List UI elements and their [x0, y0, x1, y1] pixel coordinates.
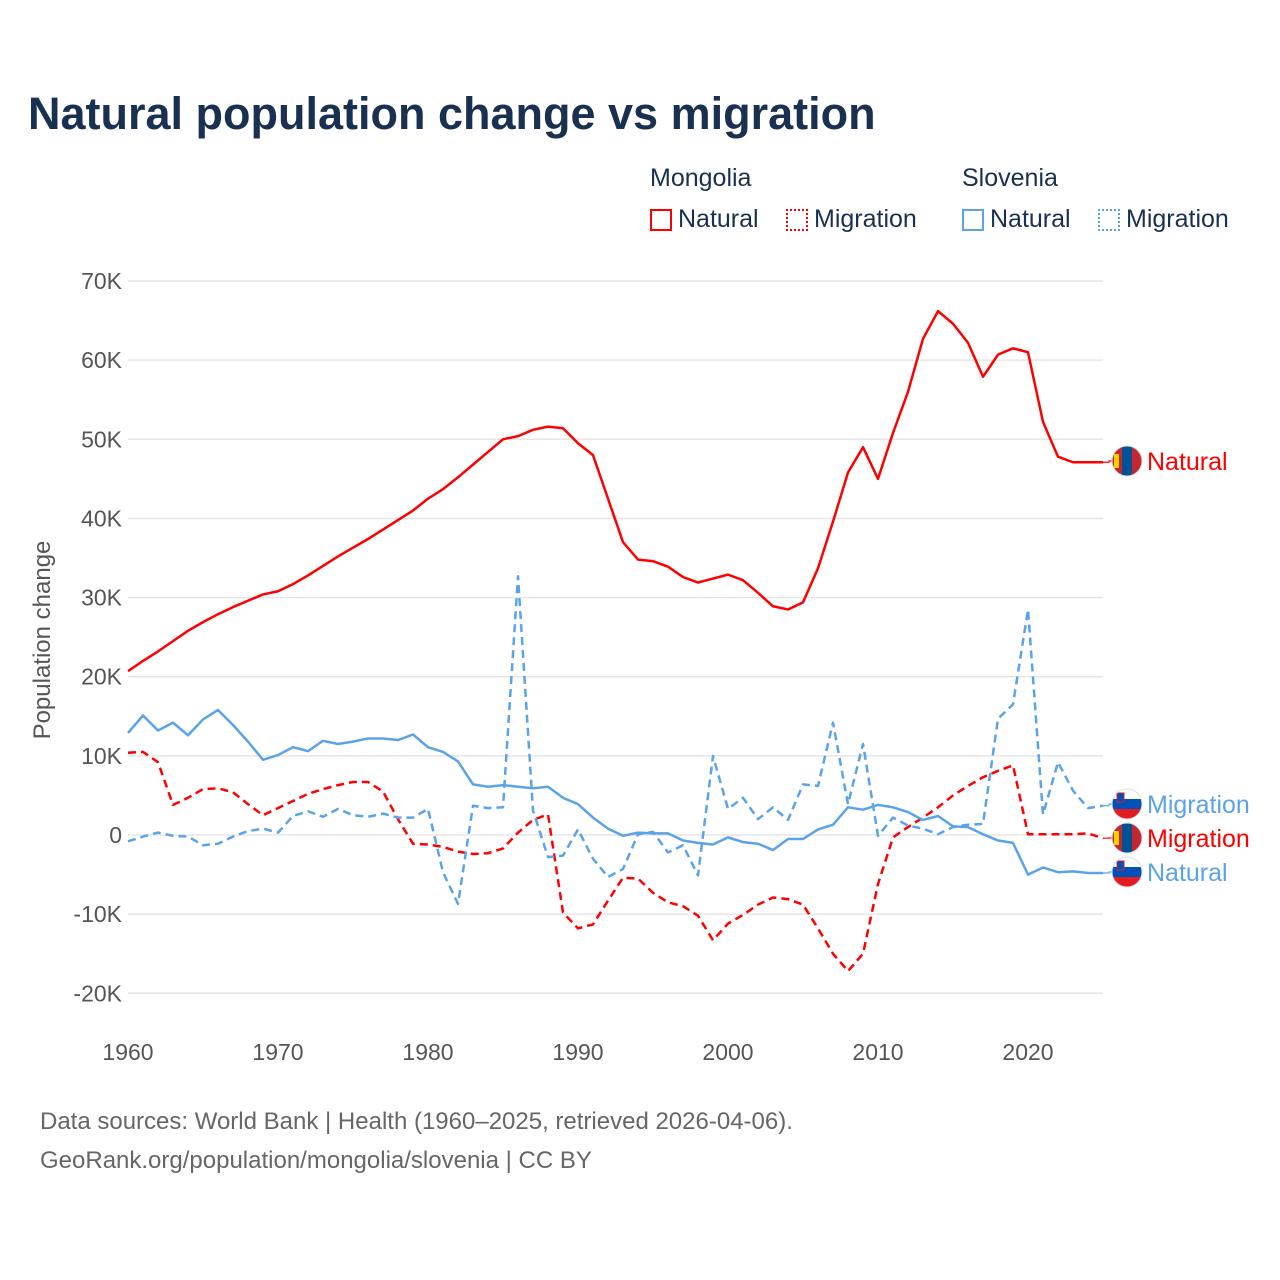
x-tick-label: 1980: [402, 1039, 453, 1065]
end-label-slovenia-natural: Natural: [1103, 856, 1228, 888]
series-line-mongolia-natural[interactable]: [127, 309, 1103, 673]
end-label-text: Natural: [1147, 448, 1228, 476]
x-tick-label: 1990: [552, 1039, 603, 1065]
legend-item-slovenia-migration[interactable]: Migration: [1098, 205, 1229, 234]
chart-title: Natural population change vs migration: [28, 88, 876, 139]
footer-link[interactable]: GeoRank.org/population/mongolia/slovenia…: [40, 1147, 592, 1174]
leader-line: [1103, 871, 1112, 874]
footer-sources: Data sources: World Bank | Health (1960–…: [40, 1108, 793, 1135]
x-tick-label: 1960: [102, 1039, 153, 1065]
y-axis-label: Population change: [29, 541, 56, 740]
y-tick-label: 20K: [81, 664, 123, 690]
end-label-text: Migration: [1147, 791, 1250, 819]
x-tick-label: 2010: [852, 1039, 903, 1065]
y-tick-label: -10K: [73, 901, 122, 927]
slovenia-flag-icon: [1111, 788, 1143, 820]
legend-swatch-dotted-blue: [1098, 208, 1120, 231]
leader-line: [1103, 460, 1112, 463]
legend-item-slovenia-natural[interactable]: Natural: [962, 205, 1071, 234]
legend-group-slovenia: Slovenia: [962, 164, 1058, 192]
mongolia-flag-icon: [1111, 445, 1143, 477]
slovenia-flag-icon: [1111, 856, 1143, 888]
end-label-slovenia-migration: Migration: [1103, 788, 1250, 820]
legend-item-mongolia-natural[interactable]: Natural: [650, 205, 759, 234]
series-line-slovenia-migration[interactable]: [127, 574, 1104, 906]
legend-group-mongolia: Mongolia: [650, 164, 752, 192]
y-tick-label: 0: [109, 822, 122, 848]
legend-item-mongolia-migration[interactable]: Migration: [786, 205, 917, 234]
end-label-mongolia-natural: Natural: [1103, 445, 1228, 477]
series-line-mongolia-migration[interactable]: [127, 750, 1104, 973]
y-tick-label: 50K: [81, 426, 123, 452]
y-tick-label: 40K: [81, 505, 123, 531]
x-tick-label: 1970: [252, 1039, 303, 1065]
x-tick-label: 2020: [1002, 1039, 1053, 1065]
legend-label: Natural: [678, 205, 759, 233]
y-tick-label: 60K: [81, 347, 123, 373]
y-tick-label: 10K: [81, 743, 123, 769]
end-label-text: Migration: [1147, 825, 1250, 853]
end-label-text: Natural: [1147, 859, 1228, 887]
legend-label: Natural: [990, 205, 1071, 233]
end-label-mongolia-migration: Migration: [1103, 822, 1250, 854]
leader-line: [1103, 803, 1112, 807]
legend-swatch-dotted-red: [786, 208, 808, 231]
mongolia-flag-icon: [1111, 822, 1143, 854]
y-tick-label: 70K: [81, 268, 123, 294]
legend-label: Migration: [814, 205, 917, 233]
legend-swatch-solid-red: [650, 208, 672, 231]
legend-label: Migration: [1126, 205, 1229, 233]
y-tick-label: 30K: [81, 585, 123, 611]
x-tick-label: 2000: [702, 1039, 753, 1065]
y-tick-label: -20K: [73, 980, 122, 1006]
legend-swatch-solid-blue: [962, 208, 984, 231]
series-line-slovenia-natural[interactable]: [127, 708, 1103, 876]
